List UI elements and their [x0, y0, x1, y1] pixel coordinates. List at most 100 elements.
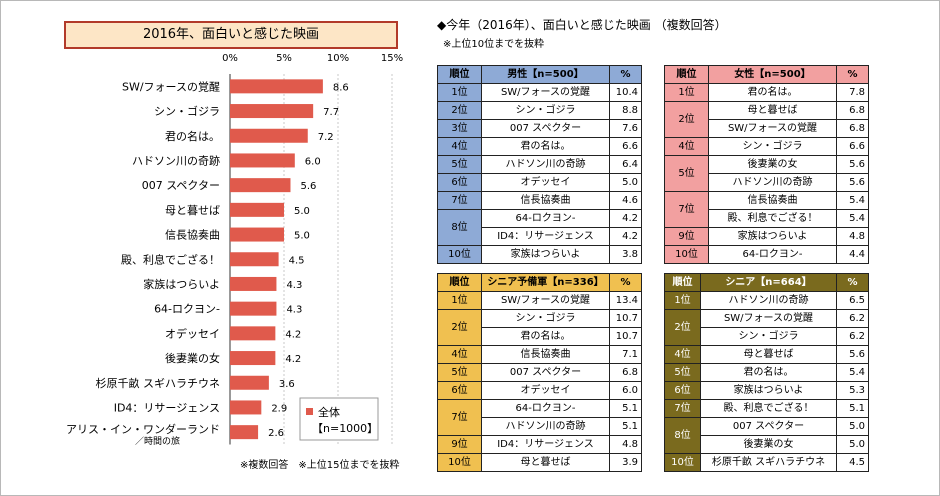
table-row: 5位 ハドソン川の奇跡 6.4	[437, 155, 642, 174]
movie-title-cell: ハドソン川の奇跡	[481, 417, 610, 436]
percent-cell: 5.4	[836, 209, 869, 228]
table-row: 9位 家族はつらいよ 4.8	[664, 227, 869, 246]
movie-title-cell: ハドソン川の奇跡	[700, 291, 837, 310]
ranking-table-female: 順位 女性【n=500】% 1位 君の名は。 7.8 2位 母と暮せば 6.8 SW/フォースの…	[664, 65, 869, 264]
movie-title-cell: SW/フォースの覚醒	[700, 309, 837, 328]
movie-title-cell: 家族はつらいよ	[481, 245, 610, 264]
x-tick-label: 5%	[276, 53, 292, 64]
legend-swatch	[306, 408, 313, 415]
movie-title-cell: シン・ゴジラ	[700, 327, 837, 346]
category-label: シン・ゴジラ	[154, 104, 220, 118]
percent-cell: 5.1	[609, 399, 642, 418]
rank-cell: 4位	[437, 137, 482, 156]
category-label: 杉原千畝 スギハラチウネ	[96, 376, 221, 390]
movie-title-cell: 007 スペクター	[700, 417, 837, 436]
bar-value-label: 4.2	[285, 354, 301, 365]
table-row: 2位 SW/フォースの覚醒 6.2	[664, 309, 869, 346]
percent-cell: 7.6	[609, 119, 642, 138]
bar	[230, 252, 279, 267]
movie-title-cell: 64-ロクヨン-	[708, 245, 837, 264]
rank-cell: 3位	[437, 119, 482, 138]
bar-value-label: 5.0	[294, 231, 310, 242]
percent-cell: 6.0	[609, 381, 642, 400]
percent-cell: 10.4	[609, 83, 642, 102]
rank-cell: 6位	[664, 381, 701, 400]
movie-title-cell: 君の名は。	[481, 327, 610, 346]
category-label: 64-ロクヨン-	[154, 303, 220, 316]
movie-title-cell: 後妻業の女	[708, 155, 837, 174]
legend-label: 全体	[318, 405, 340, 419]
movie-title-cell: 64-ロクヨン-	[481, 399, 610, 418]
movie-title-cell: 殿、利息でござる！	[708, 209, 837, 228]
bar	[230, 351, 276, 366]
table-row: 5位 君の名は。 5.4	[664, 363, 869, 382]
table-row: ID4：リサージェンス 4.2	[438, 227, 642, 246]
percent-cell: 5.0	[609, 173, 642, 192]
percent-cell: 4.8	[609, 435, 642, 454]
rank-cell: 1位	[437, 291, 482, 310]
bar-value-label: 3.6	[279, 379, 295, 390]
percent-cell: 5.1	[609, 417, 642, 436]
percent-cell: 4.2	[609, 209, 642, 228]
movie-title-cell: 信長協奏曲	[481, 191, 610, 210]
bar-value-label: 5.6	[300, 181, 316, 192]
percent-cell: 6.2	[836, 327, 869, 346]
table-row: 10位 杉原千畝 スギハラチウネ 4.5	[664, 453, 869, 472]
category-label: 家族はつらいよ	[143, 277, 220, 291]
bar-value-label: 5.0	[294, 206, 310, 217]
bar	[230, 375, 269, 390]
table-row: 8位 64-ロクヨン- 4.2	[437, 209, 642, 246]
movie-title-cell: 後妻業の女	[700, 435, 837, 454]
percent-cell: 13.4	[609, 291, 642, 310]
movie-title-cell: 杉原千畝 スギハラチウネ	[700, 453, 837, 472]
bar-value-label: 2.6	[268, 428, 284, 439]
category-label: オデッセイ	[165, 326, 220, 340]
movie-title-cell: 母と暮せば	[700, 345, 837, 364]
bar-value-label: 2.9	[271, 403, 287, 414]
bar	[230, 153, 295, 168]
table-header-cell: シニア予備軍【n=336】	[481, 273, 610, 292]
movie-title-cell: シン・ゴジラ	[481, 101, 610, 120]
table-row: 4位 母と暮せば 5.6	[664, 345, 869, 364]
percent-cell: 7.1	[609, 345, 642, 364]
percent-cell: 6.2	[836, 309, 869, 328]
table-header-cell: %	[836, 273, 869, 292]
percent-cell: 4.6	[609, 191, 642, 210]
percent-cell: 5.0	[836, 435, 869, 454]
table-header-cell: 男性【n=500】	[481, 65, 610, 84]
table-header-cell: 順位	[664, 273, 701, 292]
table-row: 4位 シン・ゴジラ 6.6	[664, 137, 869, 156]
movie-title-cell: 家族はつらいよ	[700, 381, 837, 400]
table-header-cell: 順位	[664, 65, 709, 84]
legend-box	[299, 397, 379, 441]
movie-title-cell: 殿、利息でござる！	[700, 399, 837, 418]
movie-title-cell: オデッセイ	[481, 381, 610, 400]
rank-cell: 2位	[437, 101, 482, 120]
movie-title-cell: ID4：リサージェンス	[481, 227, 610, 246]
ranking-table-senior: 順位 シニア【n=664】% 1位 ハドソン川の奇跡 6.5 2位 SW/フォースの覚醒 6.…	[664, 273, 869, 472]
category-label: SW/フォースの覚醒	[122, 80, 220, 93]
rank-cell: 1位	[664, 83, 709, 102]
rank-cell: 5位	[437, 155, 482, 174]
percent-cell: 6.8	[836, 101, 869, 120]
category-label: ID4：リサージェンス	[114, 401, 220, 414]
bar	[230, 425, 259, 440]
table-row: 7位 殿、利息でござる！ 5.1	[664, 399, 869, 418]
bar	[230, 178, 291, 193]
rank-cell: 7位	[437, 191, 482, 210]
table-row: 10位 家族はつらいよ 3.8	[437, 245, 642, 264]
bar-value-label: 6.0	[305, 156, 321, 167]
table-row: 4位 信長協奏曲 7.1	[437, 345, 642, 364]
bar-value-label: 7.7	[323, 107, 339, 118]
table-row: 1位 君の名は。 7.8	[664, 83, 869, 102]
movie-title-cell: 母と暮せば	[481, 453, 610, 472]
movie-title-cell: SW/フォースの覚醒	[481, 291, 610, 310]
rank-cell: 7位	[664, 399, 701, 418]
bar	[230, 128, 308, 143]
percent-cell: 5.4	[836, 191, 869, 210]
bar-value-label: 4.3	[286, 305, 302, 316]
bar	[230, 104, 314, 119]
movie-title-cell: SW/フォースの覚醒	[708, 119, 837, 138]
x-tick-label: 0%	[222, 53, 238, 64]
